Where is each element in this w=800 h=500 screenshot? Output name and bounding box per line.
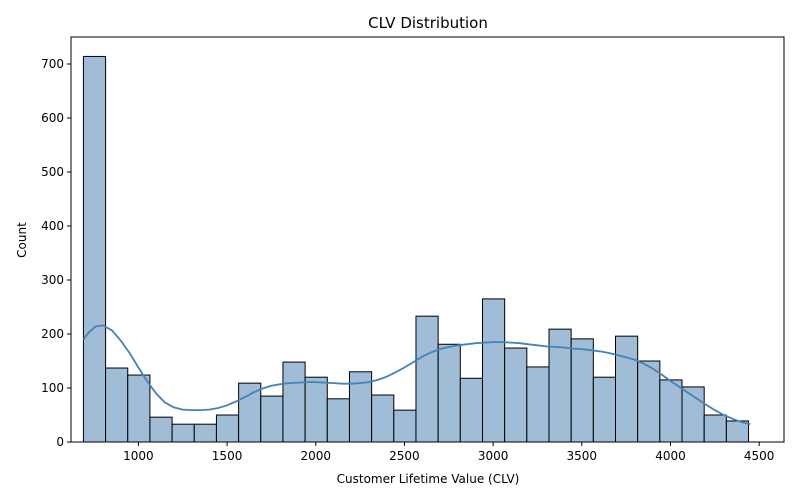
y-tick-label: 600 xyxy=(41,111,64,125)
histogram-bar-23 xyxy=(570,338,594,443)
y-axis-label: Count xyxy=(15,222,29,258)
kde-curve xyxy=(82,324,751,426)
x-tick-label: 4000 xyxy=(655,449,686,463)
x-axis-label: Customer Lifetime Value (CLV) xyxy=(337,472,520,486)
y-tick-label: 0 xyxy=(56,435,64,449)
histogram-bar-14 xyxy=(371,394,395,443)
y-tick-label: 500 xyxy=(41,165,64,179)
x-tick-label: 1500 xyxy=(212,449,243,463)
histogram-bar-7 xyxy=(215,414,240,443)
histogram-bar-30 xyxy=(725,420,750,443)
plot-frame xyxy=(70,36,785,443)
histogram-bar-9 xyxy=(260,395,284,443)
histogram-bar-8 xyxy=(238,382,262,443)
histogram-bar-19 xyxy=(481,298,506,443)
histogram-bar-3 xyxy=(127,374,151,443)
histogram-bar-27 xyxy=(659,379,683,443)
y-tick-label: 400 xyxy=(41,219,64,233)
histogram-bar-24 xyxy=(592,376,617,443)
histogram-bar-2 xyxy=(105,367,129,443)
histogram-bar-29 xyxy=(703,414,727,443)
histogram-bar-16 xyxy=(415,315,439,443)
y-tick-label: 700 xyxy=(41,57,64,71)
y-tick-label: 100 xyxy=(41,381,64,395)
histogram-bar-4 xyxy=(149,416,173,443)
histogram-bar-17 xyxy=(437,343,461,443)
y-axis: 0 100 200 300 400 500 600 700 xyxy=(41,57,71,449)
x-tick-label: 3000 xyxy=(478,449,509,463)
histogram-bar-12 xyxy=(326,398,350,443)
histogram-bar-26 xyxy=(637,360,661,443)
histogram-bar-18 xyxy=(459,377,483,443)
x-tick-label: 2000 xyxy=(300,449,331,463)
histogram-bars xyxy=(82,55,750,443)
histogram-bar-11 xyxy=(304,376,328,443)
histogram-bar-25 xyxy=(615,335,639,443)
histogram-bar-21 xyxy=(526,366,550,443)
histogram-bar-10 xyxy=(282,361,306,443)
histogram-bar-1 xyxy=(82,55,107,443)
y-tick-label: 200 xyxy=(41,327,64,341)
histogram-bar-5 xyxy=(171,423,195,443)
histogram-bar-15 xyxy=(393,409,417,443)
histogram-bar-20 xyxy=(504,347,528,443)
x-tick-label: 1000 xyxy=(123,449,154,463)
x-tick-label: 3500 xyxy=(567,449,598,463)
chart-title: CLV Distribution xyxy=(368,14,488,32)
x-tick-label: 2500 xyxy=(389,449,420,463)
histogram-bar-6 xyxy=(193,423,217,443)
y-tick-label: 300 xyxy=(41,273,64,287)
x-axis: 1000 1500 2000 2500 3000 3500 4000 4500 xyxy=(123,442,774,463)
x-tick-label: 4500 xyxy=(744,449,775,463)
